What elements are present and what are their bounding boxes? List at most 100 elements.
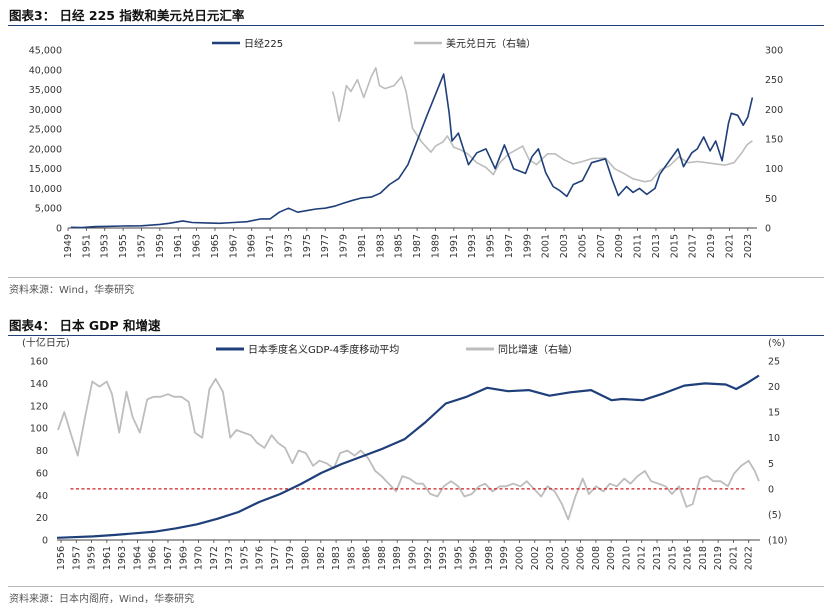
y-left-tick-label: 20 xyxy=(36,513,48,524)
y-right-tick-label: 250 xyxy=(765,75,783,86)
x-tick-label: 2005 xyxy=(560,546,571,570)
y-right-tick-label: 200 xyxy=(765,105,783,116)
x-tick-label: 2022 xyxy=(744,546,755,570)
figure4-title-rule xyxy=(8,335,824,336)
y-left-tick-label: 160 xyxy=(30,357,48,368)
legend-nikkei-label: 日经225 xyxy=(244,37,283,50)
x-tick-label: 1981 xyxy=(357,234,368,258)
x-tick-label: 2009 xyxy=(606,546,617,570)
y-left-tick-label: 10,000 xyxy=(29,184,62,195)
x-tick-label: 1949 xyxy=(63,234,74,258)
x-tick-label: 2019 xyxy=(713,546,724,570)
x-tick-label: 1990 xyxy=(408,546,419,570)
y-left-tick-label: 80 xyxy=(36,446,48,457)
y-right-tick-label: 300 xyxy=(765,46,783,57)
gdp-series-line xyxy=(56,374,760,539)
x-tick-label: 1959 xyxy=(87,546,98,570)
x-tick-label: 1995 xyxy=(453,546,464,570)
x-tick-label: 1957 xyxy=(136,234,147,258)
y-left-tick-label: 140 xyxy=(30,379,48,390)
x-tick-label: 1979 xyxy=(339,234,350,258)
x-tick-label: 2021 xyxy=(724,234,735,258)
y-right-tick-label: 0 xyxy=(768,484,774,495)
y-right-tick-label: 5 xyxy=(768,459,774,470)
growth-series-line xyxy=(57,378,760,521)
x-tick-label: 1959 xyxy=(155,234,166,258)
y-left-tick-label: 120 xyxy=(30,401,48,412)
y-left-tick-label: 40,000 xyxy=(29,65,62,76)
y-right-tick-label: 15 xyxy=(768,408,780,419)
x-tick-label: 1976 xyxy=(255,546,266,570)
x-tick-label: 2008 xyxy=(591,546,602,570)
x-tick-label: 1995 xyxy=(486,234,497,258)
x-tick-label: 1999 xyxy=(499,546,510,570)
x-tick-label: 1980 xyxy=(301,546,312,570)
x-tick-label: 2000 xyxy=(514,546,525,570)
japan-gdp-chart: (十亿日元) (%) 0 20 40 60 80 100 120 140 160 (10) (5) 0 5 1… xyxy=(22,336,788,570)
x-tick-label: 1996 xyxy=(469,546,480,570)
x-tick-label: 2019 xyxy=(706,234,717,258)
x-tick-label: 1953 xyxy=(100,234,111,258)
x-tick-label: 1982 xyxy=(316,546,327,570)
x-tick-label: 1972 xyxy=(209,546,220,570)
x-tick-label: 1989 xyxy=(430,234,441,258)
y-left-tick-label: 20,000 xyxy=(29,144,62,155)
y-left-tick-label: 45,000 xyxy=(29,46,62,57)
x-tick-label: 1967 xyxy=(228,234,239,258)
x-tick-label: 1977 xyxy=(270,546,281,570)
x-tick-label: 2003 xyxy=(545,546,556,570)
x-tick-label: 2017 xyxy=(688,234,699,258)
x-tick-label: 2001 xyxy=(541,234,552,258)
x-tick-label: 1977 xyxy=(320,234,331,258)
x-tick-label: 2009 xyxy=(614,234,625,258)
x-tick-label: 1963 xyxy=(192,234,203,258)
y-left-tick-label: 40 xyxy=(36,491,48,502)
x-tick-label: 1997 xyxy=(504,234,515,258)
figure3-source: 资料来源：Wind，华泰研究 xyxy=(9,285,135,296)
y-right-tick-label: 0 xyxy=(765,224,771,235)
y-right-tick-label: (5) xyxy=(768,510,781,521)
x-tick-label: 1985 xyxy=(346,546,357,570)
x-tick-label: 1987 xyxy=(412,234,423,258)
x-tick-label: 1955 xyxy=(118,234,129,258)
x-tick-label: 1993 xyxy=(438,546,449,570)
figure3-source-rule xyxy=(8,277,824,278)
y-right-tick-label: 10 xyxy=(768,433,780,444)
x-tick-label: 1985 xyxy=(394,234,405,258)
x-tick-label: 2005 xyxy=(577,234,588,258)
x-tick-label: 1970 xyxy=(194,546,205,570)
figure3-title: 图表3： 日经 225 指数和美元兑日元汇率 xyxy=(9,8,245,23)
x-tick-label: 1969 xyxy=(247,234,258,258)
y-left-tick-label: 5,000 xyxy=(35,204,62,215)
x-tick-label: 2011 xyxy=(633,234,644,258)
y-right-unit-label: (%) xyxy=(768,338,785,349)
x-tick-label: 1971 xyxy=(265,234,276,258)
x-tick-label: 2013 xyxy=(652,546,663,570)
x-tick-label: 1983 xyxy=(375,234,386,258)
y-left-tick-label: 60 xyxy=(36,468,48,479)
legend-growth-label: 同比增速（右轴） xyxy=(498,343,578,356)
x-tick-label: 2003 xyxy=(559,234,570,258)
x-tick-label: 1992 xyxy=(423,546,434,570)
x-tick-label: 1957 xyxy=(71,546,82,570)
x-tick-label: 2015 xyxy=(669,234,680,258)
nikkei-usdjpy-chart: 0 5,000 10,000 15,000 20,000 25,000 30,000 35,0… xyxy=(29,37,783,258)
figure4-source-rule xyxy=(8,586,824,587)
y-left-tick-label: 0 xyxy=(42,536,48,547)
x-tick-label: 2006 xyxy=(576,546,587,570)
x-tick-label: 1986 xyxy=(362,546,373,570)
y-left-unit-label: (十亿日元) xyxy=(22,336,70,349)
x-tick-label: 1956 xyxy=(56,546,67,570)
x-tick-label: 1961 xyxy=(102,546,113,570)
x-tick-label: 1989 xyxy=(392,546,403,570)
y-left-tick-label: 100 xyxy=(30,424,48,435)
y-right-tick-label: 50 xyxy=(765,194,777,205)
x-tick-label: 1963 xyxy=(117,546,128,570)
figure3-title-rule xyxy=(8,25,824,26)
x-tick-label: 1965 xyxy=(210,234,221,258)
legend-gdp-label: 日本季度名义GDP-4季度移动平均 xyxy=(248,343,399,356)
x-tick-label: 2018 xyxy=(698,546,709,570)
x-tick-label: 2012 xyxy=(637,546,648,570)
usdjpy-series-line xyxy=(331,67,753,183)
y-right-tick-label: 100 xyxy=(765,164,783,175)
